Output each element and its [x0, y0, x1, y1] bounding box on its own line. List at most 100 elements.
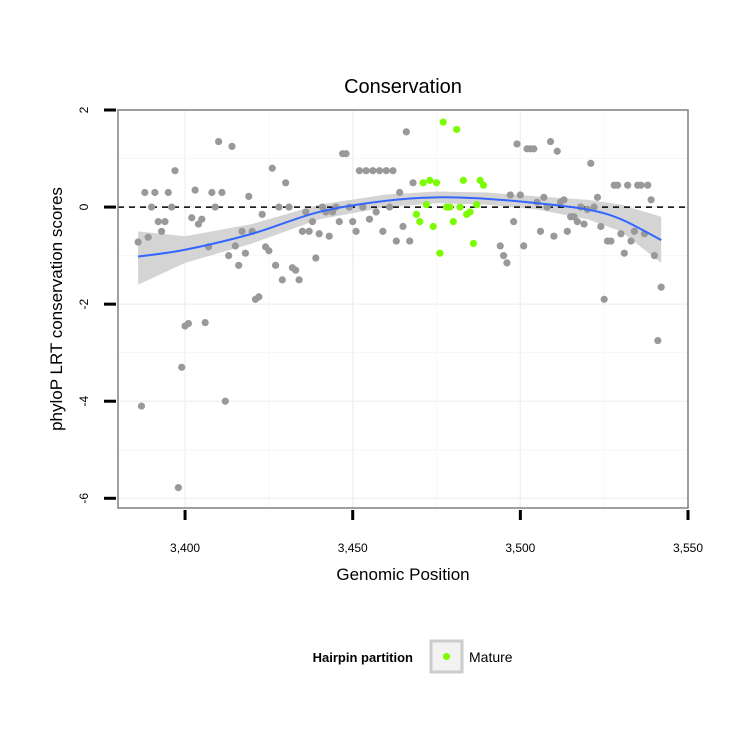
- data-point-other: [402, 128, 410, 136]
- data-point-other: [258, 210, 266, 218]
- data-point-mature: [459, 176, 467, 184]
- data-point-mature: [453, 125, 461, 134]
- data-point-other: [590, 203, 598, 211]
- axes: 3,400 3,450 3,500 3,550 -6 -4 -2 0 2: [77, 106, 703, 555]
- data-point-other: [637, 181, 645, 189]
- data-point-mature: [419, 179, 427, 187]
- data-point-mature: [412, 210, 421, 218]
- data-point-other: [154, 218, 162, 226]
- data-point-other: [157, 227, 166, 235]
- y-axis-title: phyloP LRT conservation scores: [47, 187, 66, 431]
- data-point-other: [245, 192, 253, 200]
- data-point-other: [385, 203, 394, 211]
- x-axis-title: Genomic Position: [336, 565, 469, 584]
- data-point-other: [164, 188, 172, 197]
- plot-panel: [118, 110, 688, 508]
- data-point-other: [503, 259, 511, 267]
- data-point-other: [255, 293, 263, 301]
- data-point-mature: [426, 176, 434, 184]
- data-point-other: [278, 276, 286, 284]
- data-point-other: [265, 247, 273, 255]
- data-point-other: [550, 232, 558, 240]
- data-point-other: [214, 137, 223, 146]
- data-point-other: [510, 218, 518, 226]
- data-point-mature: [416, 218, 424, 226]
- data-point-other: [506, 191, 514, 199]
- data-point-other: [352, 227, 360, 235]
- x-tick-label: 3,450: [338, 541, 368, 555]
- data-point-other: [369, 167, 377, 175]
- data-point-other: [620, 249, 628, 257]
- data-point-other: [630, 227, 638, 235]
- data-point-other: [171, 167, 179, 175]
- data-point-other: [275, 203, 283, 211]
- data-point-other: [362, 167, 370, 175]
- data-point-other: [305, 227, 313, 235]
- data-point-other: [151, 188, 159, 197]
- data-point-other: [174, 484, 182, 492]
- data-point-other: [302, 208, 310, 216]
- data-point-other: [553, 147, 561, 155]
- data-point-other: [221, 397, 229, 405]
- data-point-other: [372, 208, 380, 216]
- data-point-other: [382, 167, 390, 175]
- data-point-mature: [456, 203, 464, 211]
- data-point-other: [365, 215, 374, 223]
- smooth-confidence-band: [138, 191, 662, 285]
- data-point-other: [315, 230, 323, 238]
- data-point-other: [530, 145, 538, 153]
- data-point-other: [499, 252, 508, 260]
- data-points: [134, 118, 665, 492]
- data-point-other: [141, 188, 149, 197]
- data-point-mature: [473, 201, 481, 209]
- data-point-other: [312, 254, 320, 262]
- data-point-mature: [449, 218, 457, 226]
- data-point-other: [375, 167, 384, 175]
- data-point-other: [238, 227, 246, 235]
- data-point-other: [647, 196, 655, 204]
- legend-title: Hairpin partition: [313, 650, 413, 665]
- data-point-mature: [446, 203, 454, 211]
- legend-label-mature: Mature: [469, 649, 513, 665]
- data-point-other: [225, 252, 233, 260]
- data-point-other: [359, 203, 367, 211]
- plot-border: [117, 109, 689, 509]
- data-point-other: [231, 242, 239, 250]
- data-point-other: [178, 363, 186, 371]
- data-point-other: [188, 214, 196, 222]
- data-point-other: [540, 193, 548, 201]
- x-tick-label: 3,400: [170, 541, 200, 555]
- data-point-other: [617, 230, 625, 238]
- data-point-other: [597, 222, 605, 231]
- data-point-other: [587, 159, 595, 167]
- data-point-other: [409, 179, 417, 187]
- data-point-other: [268, 164, 276, 172]
- data-point-other: [406, 237, 414, 245]
- data-point-other: [516, 191, 524, 199]
- data-point-other: [161, 218, 169, 226]
- data-point-other: [325, 232, 333, 240]
- data-point-other: [520, 242, 528, 250]
- data-point-other: [399, 222, 407, 231]
- data-point-other: [644, 181, 652, 189]
- data-point-other: [593, 193, 602, 201]
- data-point-other: [147, 203, 156, 211]
- data-point-other: [650, 252, 659, 260]
- data-point-mature: [429, 222, 437, 231]
- y-tick-label: -6: [77, 493, 91, 504]
- data-point-mature: [466, 208, 474, 216]
- data-point-other: [355, 167, 364, 175]
- data-point-mature: [432, 179, 441, 187]
- legend-key-mature: [443, 653, 450, 660]
- data-point-other: [285, 203, 293, 211]
- data-point-other: [335, 218, 343, 226]
- confidence-band: [138, 191, 662, 285]
- x-tick-label: 3,500: [505, 541, 535, 555]
- data-point-other: [560, 196, 568, 204]
- data-point-mature: [469, 239, 478, 248]
- data-point-other: [342, 150, 350, 158]
- data-point-other: [627, 237, 635, 245]
- data-point-other: [292, 266, 300, 274]
- data-point-other: [298, 227, 307, 235]
